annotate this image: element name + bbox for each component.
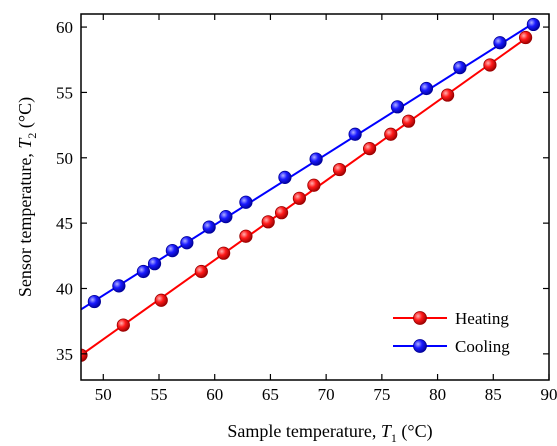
x-tick-label: 60 [206,385,223,404]
y-axis-title-subscript: 2 [25,133,39,139]
data-point-cooling [493,36,507,50]
data-point-cooling [309,152,323,166]
x-tick-label: 70 [318,385,335,404]
y-tick-label: 45 [56,214,73,233]
y-tick-label: 60 [56,18,73,37]
data-point-cooling [453,60,467,75]
series-cooling [81,17,541,311]
data-point-cooling [239,195,253,209]
x-axis: 50 55 60 65 70 75 80 85 90 [95,14,557,404]
data-point-cooling [278,170,292,184]
x-tick-label: 65 [262,385,279,404]
data-point-heating [362,142,377,156]
x-axis-title-prefix: Sample temperature, [227,421,380,441]
data-point-heating [483,58,497,72]
x-axis-title-subscript: 1 [391,431,397,445]
data-point-cooling [165,243,179,258]
x-axis-title-suffix: (°C) [397,421,433,442]
data-point-cooling [147,257,162,271]
data-point-cooling [180,236,194,250]
series-heating [81,30,533,362]
data-point-heating [332,162,347,177]
data-point-heating [401,114,416,128]
data-point-heating [292,191,306,205]
data-point-heating [384,127,398,141]
y-tick-label: 40 [56,280,73,299]
x-tick-label: 80 [429,385,446,404]
data-point-cooling [112,279,126,293]
y-axis-title-suffix: (°C) [15,97,36,133]
data-point-heating [154,293,168,307]
x-axis-title: Sample temperature, T1 (°C) [227,421,432,445]
data-point-heating [261,215,275,229]
legend-item-heating: Heating [393,309,509,328]
x-axis-title-symbol: T [381,421,393,441]
data-point-cooling [419,81,434,96]
data-point-cooling [390,100,405,114]
x-tick-label: 75 [373,385,390,404]
data-point-heating [440,88,455,102]
legend-label-heating: Heating [455,309,509,328]
x-tick-label: 50 [95,385,112,404]
plot-frame [80,13,550,381]
x-tick-label: 55 [151,385,168,404]
data-point-cooling [87,294,101,309]
legend-item-cooling: Cooling [393,337,510,356]
data-point-heating [518,30,533,45]
data-point-heating [274,206,289,220]
data-point-heating [116,318,130,332]
data-point-heating [217,246,231,260]
y-axis: 35 40 45 50 55 60 [56,18,549,364]
y-axis-title: Sensor temperature, T2 (°C) [15,97,39,297]
y-tick-label: 55 [56,83,73,102]
data-point-cooling [136,264,150,279]
data-point-heating [307,178,321,192]
series-layer [81,17,541,362]
legend: Heating Cooling [393,309,510,356]
legend-label-cooling: Cooling [455,337,510,356]
data-point-cooling [202,220,216,234]
data-point-heating [239,229,253,243]
x-tick-label: 90 [541,385,557,404]
data-point-heating [194,264,208,279]
y-axis-title-prefix: Sensor temperature, [15,149,35,297]
data-point-cooling [219,210,233,224]
legend-marker-heating [413,311,427,325]
y-axis-title-symbol: T [15,137,35,149]
data-point-cooling [348,127,362,141]
y-tick-label: 35 [56,345,73,364]
y-tick-label: 50 [56,149,73,168]
legend-marker-cooling [413,339,427,353]
data-point-cooling [526,17,541,32]
x-tick-label: 85 [485,385,502,404]
